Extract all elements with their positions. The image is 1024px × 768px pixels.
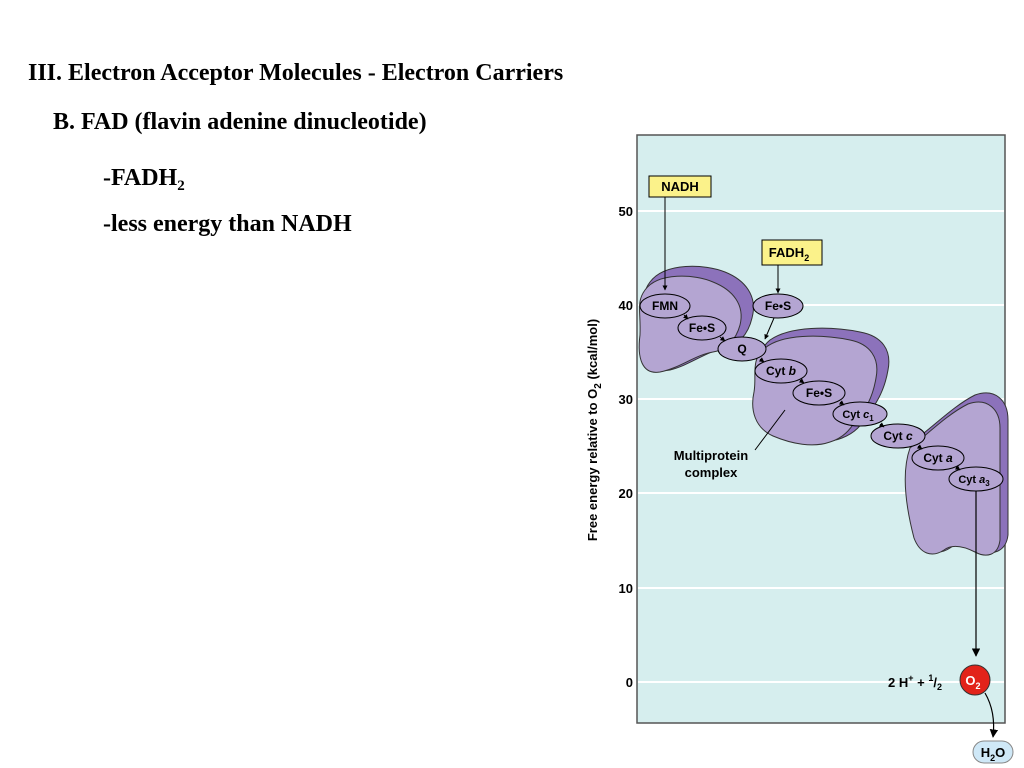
carrier-fes-1	[677, 315, 727, 341]
carrier-q-label: Q	[737, 342, 746, 356]
y-tick-label: 40	[619, 298, 633, 313]
nadh-label: NADH	[661, 179, 699, 194]
fadh2-label: FADH2	[769, 245, 809, 263]
flow-arrow	[954, 465, 961, 471]
nadh-box	[648, 175, 712, 198]
annotation-pointer	[754, 409, 786, 451]
flow-arrow	[838, 400, 845, 406]
y-tick-label: 50	[619, 204, 633, 219]
carrier-cyt-b	[754, 358, 808, 384]
carrier-q	[717, 336, 767, 362]
carrier-fes-input-label: Fe•S	[765, 299, 791, 313]
carrier-fes-2-label: Fe•S	[806, 386, 832, 400]
y-tick-label: 30	[619, 392, 633, 407]
oxygen-label: O2	[965, 673, 980, 691]
carrier-cyt-b-label: Cyt b	[766, 364, 796, 378]
y-tick-label: 20	[619, 486, 633, 501]
bullet-fadh2: -FADH2	[103, 165, 185, 194]
fadh2-box	[761, 239, 823, 266]
to-water-arrow	[984, 692, 999, 738]
flow-arrow	[798, 378, 805, 384]
flow-arrow	[916, 444, 923, 450]
carrier-fes-2	[792, 380, 846, 406]
annotation-line1: Multiprotein	[674, 448, 748, 463]
carrier-cyt-c1-label: Cyt c1	[842, 409, 874, 423]
carrier-cyt-a3-label: Cyt a3	[958, 474, 990, 488]
carrier-fes-1-label: Fe•S	[689, 321, 715, 335]
bullet-fadh2-text: -FADH	[103, 165, 178, 191]
slide-subheading: B. FAD (flavin adenine dinucleotide)	[53, 109, 427, 135]
carrier-cyt-a-label: Cyt a	[923, 451, 953, 465]
water-label: H2O	[981, 745, 1006, 763]
water-box	[972, 740, 1014, 764]
y-tick-label: 0	[626, 675, 633, 690]
reaction-text: 2 H+ + 1/2	[888, 673, 942, 692]
bullet-fadh2-subscript: 2	[177, 178, 185, 194]
carrier-cyt-c-label: Cyt c	[883, 429, 913, 443]
carrier-cyt-c1	[832, 401, 888, 427]
slide-heading: III. Electron Acceptor Molecules - Elect…	[28, 60, 564, 86]
annotation-line2: complex	[685, 465, 739, 480]
carrier-cyt-a	[911, 445, 965, 471]
flow-arrow	[764, 317, 775, 340]
carrier-fmn	[639, 293, 691, 319]
carrier-fmn-label: FMN	[652, 299, 678, 313]
flow-arrow	[719, 336, 726, 342]
carrier-cyt-c	[870, 423, 926, 449]
bullet-less-energy: -less energy than NADH	[103, 211, 352, 237]
flow-arrow	[878, 422, 885, 428]
flow-arrow	[758, 357, 765, 363]
y-tick-label: 10	[619, 581, 633, 596]
oxygen-circle	[959, 664, 991, 696]
flow-arrow	[683, 314, 689, 320]
carrier-fes-input	[752, 293, 804, 319]
y-axis-label: Free energy relative to O2 (kcal/mol)	[585, 319, 604, 541]
